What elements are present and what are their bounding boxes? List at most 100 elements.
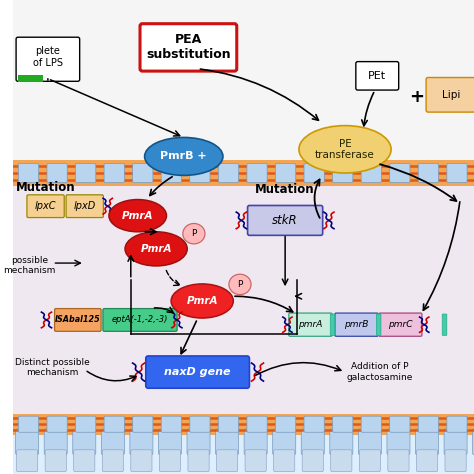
FancyBboxPatch shape [390, 416, 410, 432]
FancyBboxPatch shape [289, 313, 332, 337]
FancyBboxPatch shape [244, 429, 267, 455]
FancyBboxPatch shape [104, 164, 124, 182]
FancyBboxPatch shape [247, 416, 267, 432]
FancyBboxPatch shape [161, 416, 182, 432]
FancyBboxPatch shape [73, 429, 96, 455]
FancyBboxPatch shape [73, 450, 95, 472]
Text: lpxD: lpxD [73, 201, 96, 211]
Text: PmrB +: PmrB + [161, 151, 207, 162]
FancyBboxPatch shape [273, 429, 296, 455]
FancyBboxPatch shape [418, 416, 438, 432]
FancyBboxPatch shape [273, 450, 295, 472]
Text: pmrC: pmrC [388, 320, 412, 329]
Text: PE
transferase: PE transferase [315, 138, 375, 160]
Ellipse shape [183, 224, 205, 244]
Text: P: P [191, 229, 197, 238]
Text: PmrA: PmrA [186, 296, 218, 306]
FancyBboxPatch shape [158, 429, 182, 455]
FancyBboxPatch shape [102, 450, 123, 472]
FancyBboxPatch shape [47, 416, 67, 432]
FancyBboxPatch shape [247, 206, 323, 236]
Text: PmrA: PmrA [140, 244, 172, 254]
FancyBboxPatch shape [376, 314, 381, 336]
FancyBboxPatch shape [304, 416, 324, 432]
FancyBboxPatch shape [104, 416, 124, 432]
Ellipse shape [145, 137, 223, 175]
FancyBboxPatch shape [18, 164, 39, 182]
Ellipse shape [171, 284, 233, 318]
Bar [13, 435, 474, 474]
FancyBboxPatch shape [333, 164, 353, 182]
FancyBboxPatch shape [159, 450, 181, 472]
FancyBboxPatch shape [75, 164, 96, 182]
FancyBboxPatch shape [16, 429, 39, 455]
FancyBboxPatch shape [17, 450, 38, 472]
FancyBboxPatch shape [330, 314, 335, 336]
Text: PmrA: PmrA [122, 210, 154, 221]
FancyBboxPatch shape [55, 309, 101, 331]
Bar [18, 75, 43, 82]
FancyBboxPatch shape [146, 356, 249, 388]
FancyBboxPatch shape [217, 450, 237, 472]
FancyBboxPatch shape [442, 314, 447, 336]
FancyBboxPatch shape [444, 429, 467, 455]
FancyBboxPatch shape [356, 62, 399, 90]
Bar [13, 413, 474, 435]
FancyBboxPatch shape [330, 429, 353, 455]
FancyBboxPatch shape [47, 164, 67, 182]
Text: naxD gene: naxD gene [164, 367, 231, 377]
Bar [13, 160, 474, 186]
FancyBboxPatch shape [27, 195, 64, 218]
FancyBboxPatch shape [133, 164, 153, 182]
FancyBboxPatch shape [359, 450, 381, 472]
FancyBboxPatch shape [75, 416, 96, 432]
FancyBboxPatch shape [190, 416, 210, 432]
Text: ISAbal125: ISAbal125 [55, 316, 100, 324]
Bar [13, 0, 474, 160]
FancyBboxPatch shape [447, 416, 467, 432]
FancyBboxPatch shape [361, 164, 382, 182]
FancyBboxPatch shape [161, 164, 182, 182]
FancyBboxPatch shape [140, 24, 237, 71]
Ellipse shape [229, 274, 251, 294]
FancyBboxPatch shape [416, 429, 438, 455]
FancyBboxPatch shape [331, 450, 352, 472]
Text: eptA(-1,-2,-3): eptA(-1,-2,-3) [112, 316, 168, 324]
Text: PEt: PEt [368, 71, 386, 81]
FancyBboxPatch shape [16, 37, 80, 82]
Text: P: P [237, 280, 243, 289]
FancyBboxPatch shape [275, 164, 296, 182]
FancyBboxPatch shape [335, 313, 378, 337]
Text: pmrA: pmrA [298, 320, 323, 329]
FancyBboxPatch shape [133, 416, 153, 432]
FancyBboxPatch shape [447, 164, 467, 182]
FancyBboxPatch shape [387, 429, 410, 455]
FancyBboxPatch shape [131, 450, 152, 472]
FancyBboxPatch shape [18, 416, 39, 432]
FancyBboxPatch shape [219, 164, 238, 182]
Text: Distinct possible
mechanism: Distinct possible mechanism [15, 358, 90, 377]
Text: +: + [409, 88, 424, 106]
Ellipse shape [299, 126, 391, 173]
FancyBboxPatch shape [44, 429, 67, 455]
FancyBboxPatch shape [333, 416, 353, 432]
FancyBboxPatch shape [304, 164, 324, 182]
FancyBboxPatch shape [216, 429, 238, 455]
Text: stkR: stkR [272, 214, 298, 227]
FancyBboxPatch shape [245, 450, 266, 472]
FancyBboxPatch shape [103, 309, 177, 331]
FancyBboxPatch shape [390, 164, 410, 182]
Text: Addition of P
galactosamine: Addition of P galactosamine [346, 363, 413, 382]
FancyBboxPatch shape [190, 164, 210, 182]
FancyBboxPatch shape [219, 416, 238, 432]
Text: pmrB: pmrB [344, 320, 369, 329]
FancyBboxPatch shape [302, 450, 323, 472]
FancyBboxPatch shape [247, 164, 267, 182]
FancyBboxPatch shape [101, 429, 124, 455]
FancyBboxPatch shape [45, 450, 66, 472]
FancyBboxPatch shape [301, 429, 324, 455]
FancyBboxPatch shape [358, 429, 382, 455]
Bar [13, 186, 474, 413]
Text: Lipi: Lipi [442, 90, 460, 100]
Ellipse shape [109, 200, 166, 232]
